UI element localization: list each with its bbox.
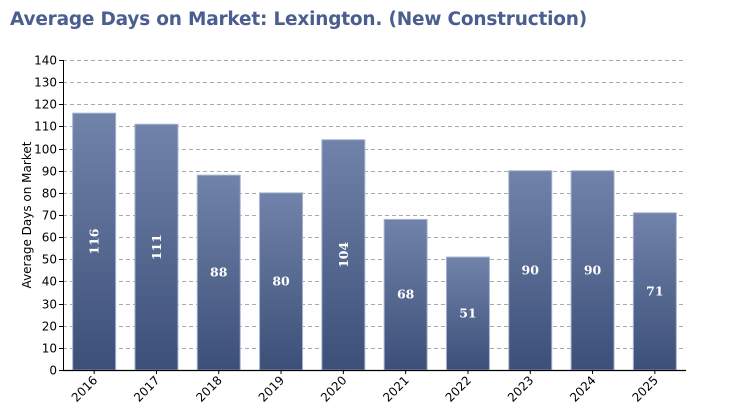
x-tick-label: 2024 [567, 373, 598, 404]
bar [508, 170, 553, 371]
bar-group: 90 [508, 170, 553, 371]
y-tick-label: 80 [42, 187, 57, 201]
bar-value-label: 116 [87, 228, 102, 254]
bar [72, 112, 117, 371]
bar [570, 170, 615, 371]
y-tick-label: 40 [42, 275, 57, 289]
bar [632, 212, 677, 371]
y-tick-label: 70 [42, 209, 57, 223]
bar-group: 90 [570, 170, 615, 371]
x-tick-label: 2021 [380, 373, 411, 404]
bar-group: 51 [445, 256, 490, 371]
x-tick-label: 2025 [629, 373, 660, 404]
y-tick-label: 30 [42, 298, 57, 312]
y-tick-label: 50 [42, 253, 57, 267]
x-tick-label: 2022 [443, 373, 474, 404]
x-tick-label: 2018 [193, 373, 224, 404]
bar-value-label: 90 [584, 262, 602, 277]
bar [196, 174, 241, 371]
y-tick-label: 120 [34, 98, 57, 112]
x-tick-label: 2016 [69, 373, 100, 404]
bar-group: 71 [632, 212, 677, 371]
bar-value-label: 104 [336, 242, 351, 268]
x-tick-label: 2020 [318, 373, 349, 404]
bar [383, 218, 428, 371]
bar-value-label: 68 [397, 287, 415, 302]
bar-group: 88 [196, 174, 241, 371]
x-tick-label: 2017 [131, 373, 162, 404]
y-axis-label: Average Days on Market [20, 141, 34, 288]
bar-value-label: 111 [149, 234, 164, 260]
chart-title: Average Days on Market: Lexington. (New … [10, 9, 587, 30]
bar [321, 139, 366, 371]
y-tick-label: 100 [34, 143, 57, 157]
bar-value-label: 51 [459, 306, 476, 321]
y-tick-label: 20 [42, 320, 57, 334]
bar-group: 104 [321, 139, 366, 371]
bar-value-label: 88 [210, 265, 228, 280]
y-tick-label: 60 [42, 231, 57, 245]
y-tick-label: 110 [34, 120, 57, 134]
y-tick-label: 140 [34, 54, 57, 68]
x-axis: 2016 2017 2018 2019 2020 2021 2022 2023 2024 2025 [63, 369, 686, 405]
bar-group: 80 [259, 192, 304, 371]
bar-value-label: 80 [272, 273, 290, 288]
y-tick-label: 10 [42, 342, 57, 356]
x-tick-label: 2023 [505, 373, 536, 404]
bar-value-label: 90 [522, 262, 540, 277]
bar [134, 123, 179, 371]
bar-group: 111 [134, 123, 179, 371]
bar [259, 192, 304, 371]
y-axis: 0 10 20 30 40 50 60 70 80 90 100 110 120 130 140 [34, 54, 64, 378]
bars: 116 111 88 80 104 68 51 90 90 71 [72, 112, 677, 371]
y-tick-label: 90 [42, 165, 57, 179]
x-tick-label: 2019 [256, 373, 287, 404]
bar-group: 68 [383, 218, 428, 371]
bar [445, 256, 490, 371]
bar-value-label: 71 [646, 283, 663, 298]
bar-group: 116 [72, 112, 117, 371]
y-tick-label: 0 [49, 364, 57, 378]
y-tick-label: 130 [34, 76, 57, 90]
